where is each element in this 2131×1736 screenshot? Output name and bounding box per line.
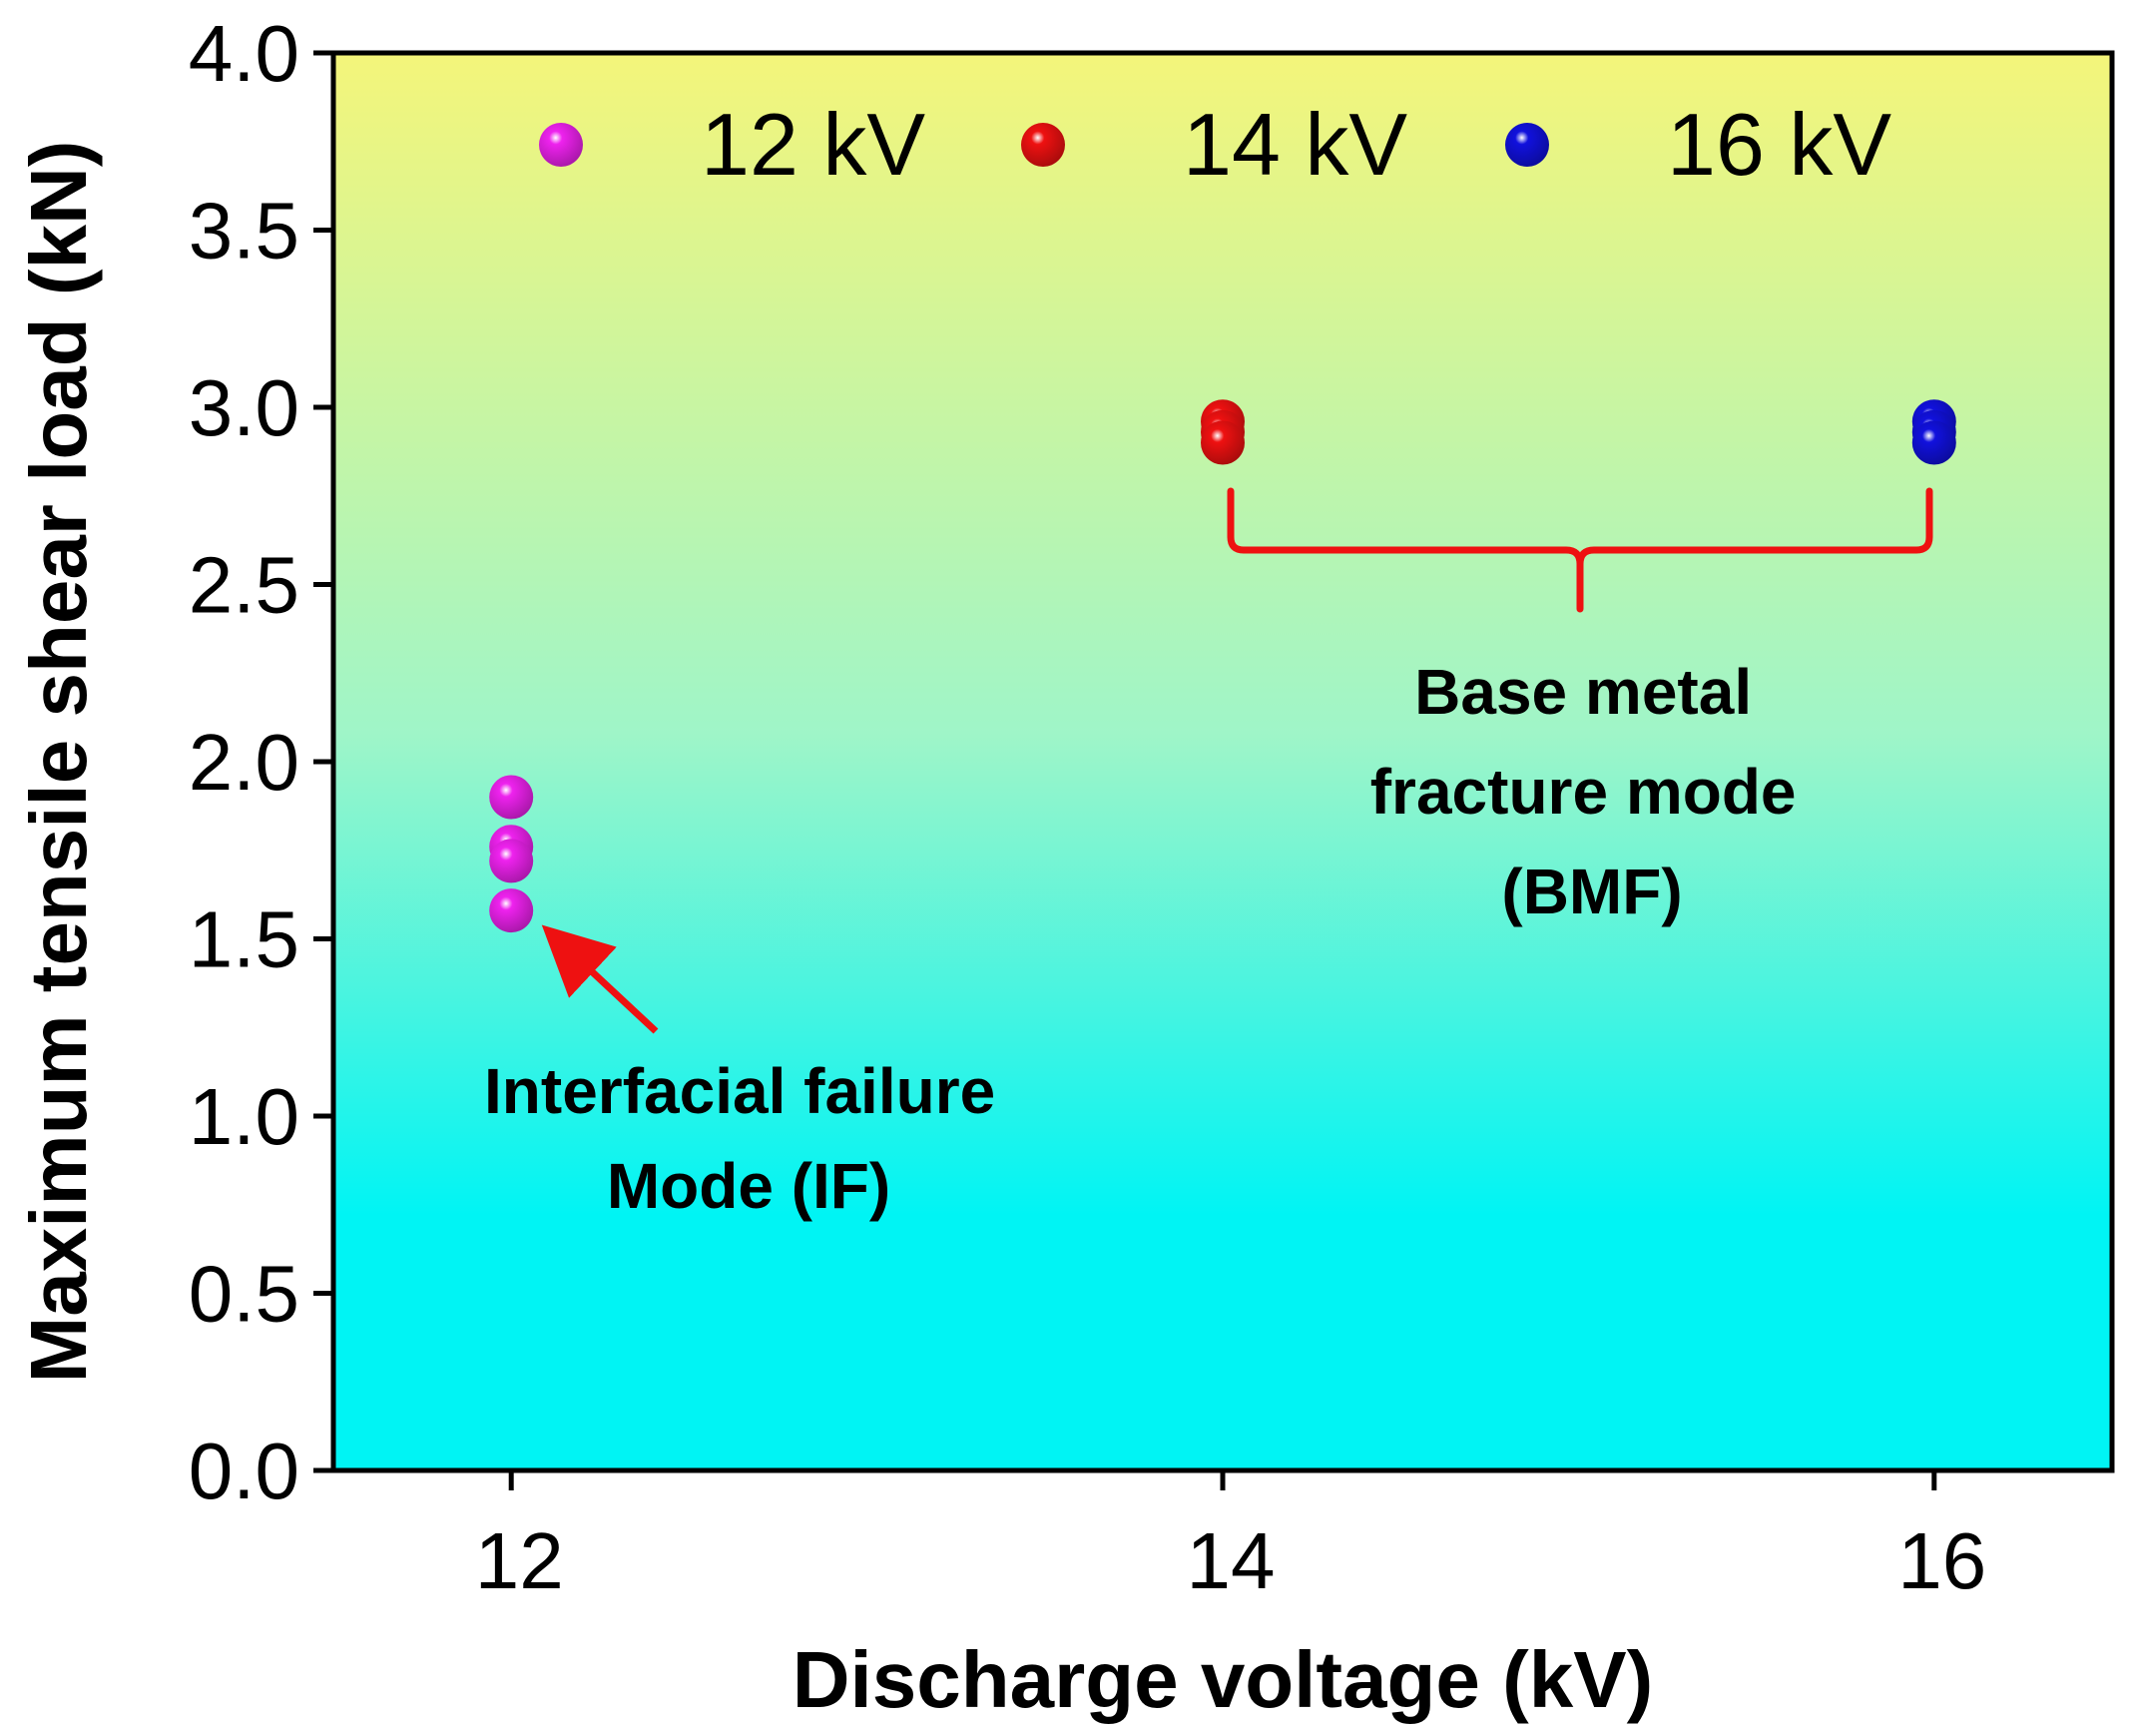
- legend-label: 12 kV: [701, 95, 925, 194]
- data-point-12-kv: [489, 839, 534, 883]
- bmf-annotation-line-2: fracture mode: [1370, 756, 1797, 828]
- y-tick-label: 2.5: [189, 541, 299, 630]
- axis-ticks: [313, 50, 1937, 1490]
- x-axis-title: Discharge voltage (kV): [793, 1635, 1654, 1724]
- bmf-annotation-line-3: (BMF): [1501, 856, 1682, 927]
- y-tick-label: 0.5: [189, 1250, 299, 1339]
- y-tick-label: 3.5: [189, 187, 299, 276]
- x-tick-label: 16: [1897, 1516, 1986, 1605]
- legend-marker: [1505, 123, 1549, 167]
- y-axis-title: Maximum tensile shear load (kN): [14, 141, 103, 1384]
- y-tick-label: 1.5: [189, 895, 299, 984]
- y-tick-label: 2.0: [189, 718, 299, 807]
- plot-area: [333, 53, 2112, 1470]
- if-arrow: [541, 924, 659, 1034]
- legend-marker: [539, 123, 583, 167]
- bmf-annotation: Base metal fracture mode (BMF): [1370, 656, 1815, 927]
- legend-marker: [1021, 123, 1065, 167]
- x-tick-label: 12: [475, 1516, 564, 1605]
- bmf-annotation-line-1: Base metal: [1414, 656, 1752, 728]
- axes-frame: [330, 50, 2115, 1473]
- data-points: [489, 399, 1956, 933]
- y-tick-label: 3.0: [189, 363, 299, 452]
- legend: 12 kV 14 kV 16 kV: [539, 95, 1891, 194]
- if-annotation-line-1: Interfacial failure: [484, 1055, 995, 1127]
- y-tick-label: 1.0: [189, 1072, 299, 1161]
- y-tick-label: 0.0: [189, 1427, 299, 1515]
- if-annotation-line-2: Mode (IF): [607, 1150, 890, 1222]
- data-point-12-kv: [489, 888, 534, 933]
- data-point-12-kv: [489, 775, 534, 820]
- y-tick-label: 4.0: [189, 9, 299, 98]
- bmf-bracket: [1227, 487, 1933, 613]
- x-tick-labels: 12 14 16: [475, 1516, 1987, 1605]
- data-point-16-kv: [1911, 420, 1956, 465]
- data-point-14-kv: [1201, 420, 1245, 465]
- legend-label: 16 kV: [1667, 95, 1891, 194]
- legend-label: 14 kV: [1183, 95, 1407, 194]
- if-annotation: Interfacial failure Mode (IF): [484, 1055, 1013, 1222]
- x-tick-label: 14: [1187, 1516, 1276, 1605]
- y-tick-labels: 0.0 0.5 1.0 1.5 2.0 2.5 3.0 3.5 4.0: [189, 9, 299, 1515]
